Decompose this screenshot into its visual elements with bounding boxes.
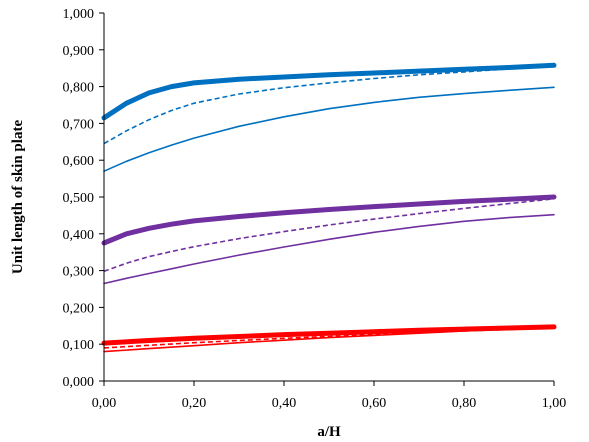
series-line-8: [103, 326, 555, 349]
series-line-3: [103, 86, 555, 172]
y-axis-title: Unit length of skin plate: [10, 120, 26, 275]
x-tick-label: 0,20: [182, 396, 207, 411]
plot-lines: [101, 62, 557, 353]
x-tick-label: 0,40: [272, 396, 297, 411]
series-line-6: [103, 213, 555, 285]
series-line-7: [101, 324, 557, 346]
y-tick-label: 0,300: [63, 265, 95, 280]
y-tick-label: 0,200: [63, 301, 95, 316]
y-tick-label: 0,000: [63, 375, 95, 390]
series-line-4: [101, 194, 557, 246]
series-line-2: [103, 65, 555, 145]
x-tick-label: 0,80: [452, 396, 477, 411]
y-tick-label: 0,800: [63, 81, 95, 96]
y-tick-label: 0,900: [63, 44, 95, 59]
series-line-5: [103, 198, 555, 273]
x-tick-label: 0,60: [362, 396, 387, 411]
y-tick-label: 0,600: [63, 154, 95, 169]
y-axis-ticks: 0,000 0,100 0,200 0,300 0,400 0,500 0,600 0,700…: [63, 7, 104, 390]
x-axis-ticks: 0,00 0,20 0,40 0,60 0,80 1,00: [92, 381, 567, 411]
y-tick-label: 0,400: [63, 228, 95, 243]
series-line-9: [103, 326, 555, 353]
y-tick-label: 0,500: [63, 191, 95, 206]
y-tick-label: 0,700: [63, 117, 95, 132]
x-tick-label: 1,00: [542, 396, 567, 411]
x-axis-title: a/H: [317, 424, 341, 440]
y-tick-label: 0,100: [63, 338, 95, 353]
series-line-1: [101, 62, 557, 121]
y-tick-label: 1,000: [63, 7, 95, 22]
x-tick-label: 0,00: [92, 396, 117, 411]
